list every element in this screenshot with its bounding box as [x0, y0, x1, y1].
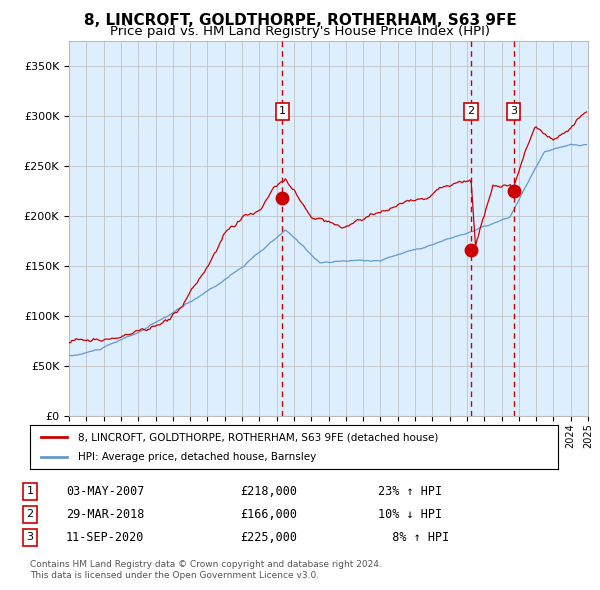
Text: £225,000: £225,000	[240, 531, 297, 544]
Text: 3: 3	[26, 533, 34, 542]
Text: 1: 1	[26, 487, 34, 496]
Text: 8, LINCROFT, GOLDTHORPE, ROTHERHAM, S63 9FE (detached house): 8, LINCROFT, GOLDTHORPE, ROTHERHAM, S63 …	[77, 432, 438, 442]
Text: 2: 2	[467, 106, 475, 116]
Text: 11-SEP-2020: 11-SEP-2020	[66, 531, 145, 544]
Text: £166,000: £166,000	[240, 508, 297, 521]
Text: 10% ↓ HPI: 10% ↓ HPI	[378, 508, 442, 521]
Text: 8, LINCROFT, GOLDTHORPE, ROTHERHAM, S63 9FE: 8, LINCROFT, GOLDTHORPE, ROTHERHAM, S63 …	[83, 13, 517, 28]
Text: HPI: Average price, detached house, Barnsley: HPI: Average price, detached house, Barn…	[77, 452, 316, 461]
Text: 8% ↑ HPI: 8% ↑ HPI	[378, 531, 449, 544]
Text: This data is licensed under the Open Government Licence v3.0.: This data is licensed under the Open Gov…	[30, 571, 319, 581]
Text: 1: 1	[279, 106, 286, 116]
Text: 2: 2	[26, 510, 34, 519]
Text: 03-MAY-2007: 03-MAY-2007	[66, 485, 145, 498]
Text: Price paid vs. HM Land Registry's House Price Index (HPI): Price paid vs. HM Land Registry's House …	[110, 25, 490, 38]
Text: £218,000: £218,000	[240, 485, 297, 498]
Text: Contains HM Land Registry data © Crown copyright and database right 2024.: Contains HM Land Registry data © Crown c…	[30, 559, 382, 569]
Text: 23% ↑ HPI: 23% ↑ HPI	[378, 485, 442, 498]
Text: 29-MAR-2018: 29-MAR-2018	[66, 508, 145, 521]
Text: 3: 3	[510, 106, 517, 116]
